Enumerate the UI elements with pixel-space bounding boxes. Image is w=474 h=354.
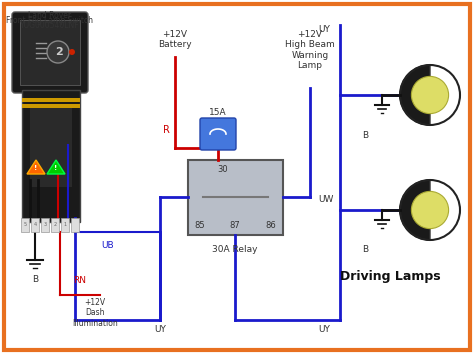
- Text: !: !: [55, 165, 58, 171]
- Text: UB: UB: [102, 240, 114, 250]
- Text: 3: 3: [44, 223, 46, 228]
- Text: 2: 2: [55, 47, 63, 57]
- Polygon shape: [27, 160, 45, 174]
- Text: 30: 30: [218, 166, 228, 175]
- Wedge shape: [400, 65, 430, 125]
- Text: R: R: [163, 125, 170, 135]
- Text: 30A Relay: 30A Relay: [212, 245, 258, 254]
- FancyBboxPatch shape: [61, 218, 69, 232]
- Text: UW: UW: [318, 195, 333, 205]
- FancyBboxPatch shape: [41, 218, 49, 232]
- FancyBboxPatch shape: [22, 104, 80, 108]
- FancyBboxPatch shape: [188, 160, 283, 235]
- Text: 85: 85: [195, 221, 205, 229]
- Circle shape: [69, 49, 75, 55]
- Text: 1: 1: [64, 223, 66, 228]
- FancyBboxPatch shape: [30, 105, 72, 187]
- Text: B: B: [32, 275, 38, 284]
- Circle shape: [411, 76, 448, 114]
- Text: RN: RN: [73, 276, 86, 285]
- Text: Land Rover: Land Rover: [28, 11, 72, 20]
- Polygon shape: [47, 160, 65, 174]
- FancyBboxPatch shape: [31, 218, 39, 232]
- FancyBboxPatch shape: [51, 218, 59, 232]
- FancyBboxPatch shape: [12, 12, 88, 93]
- FancyBboxPatch shape: [21, 218, 29, 232]
- Text: B: B: [362, 131, 368, 139]
- Text: 4: 4: [34, 223, 36, 228]
- Text: YUG000540LNF: YUG000540LNF: [20, 21, 80, 30]
- Text: 86: 86: [265, 221, 276, 229]
- Wedge shape: [400, 180, 430, 240]
- Text: UY: UY: [318, 325, 330, 335]
- Text: +12V
Dash
Illumination: +12V Dash Illumination: [72, 298, 118, 328]
- Text: 87: 87: [229, 221, 240, 229]
- Text: !: !: [35, 165, 37, 171]
- FancyBboxPatch shape: [20, 20, 80, 85]
- FancyBboxPatch shape: [22, 98, 80, 102]
- Text: B: B: [362, 246, 368, 255]
- Text: Front Fog Lamp Switch: Front Fog Lamp Switch: [7, 16, 93, 25]
- Circle shape: [47, 41, 69, 63]
- Text: +12V
High Beam
Warning
Lamp: +12V High Beam Warning Lamp: [285, 30, 335, 70]
- Text: UY: UY: [154, 325, 166, 335]
- Text: Driving Lamps: Driving Lamps: [340, 270, 440, 283]
- FancyBboxPatch shape: [200, 118, 236, 150]
- FancyBboxPatch shape: [71, 218, 79, 232]
- Text: 5: 5: [23, 223, 27, 228]
- FancyBboxPatch shape: [22, 90, 80, 222]
- Text: 15A: 15A: [209, 108, 227, 117]
- Circle shape: [411, 192, 448, 229]
- Text: UY: UY: [318, 25, 330, 34]
- Text: 2: 2: [54, 223, 56, 228]
- Text: +12V
Battery: +12V Battery: [158, 30, 192, 50]
